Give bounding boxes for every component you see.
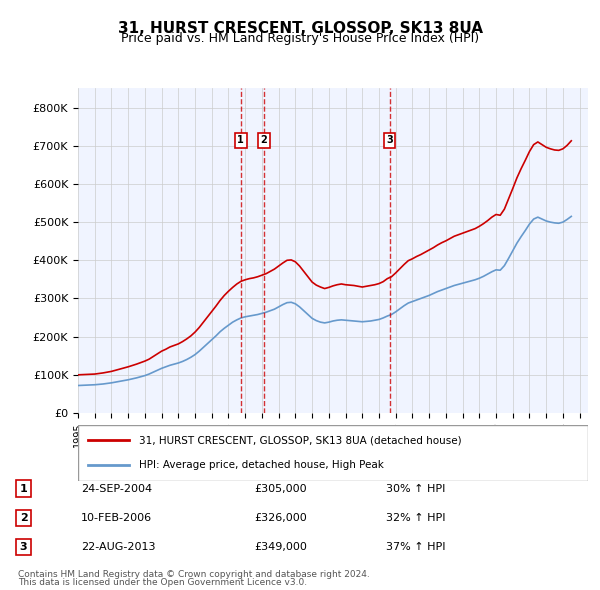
Text: 3: 3 [386,136,393,145]
Text: 37% ↑ HPI: 37% ↑ HPI [386,542,446,552]
Text: £326,000: £326,000 [254,513,307,523]
Text: 31, HURST CRESCENT, GLOSSOP, SK13 8UA: 31, HURST CRESCENT, GLOSSOP, SK13 8UA [118,21,482,35]
FancyBboxPatch shape [78,425,588,481]
Text: 32% ↑ HPI: 32% ↑ HPI [386,513,446,523]
Text: This data is licensed under the Open Government Licence v3.0.: This data is licensed under the Open Gov… [18,578,307,587]
Text: Contains HM Land Registry data © Crown copyright and database right 2024.: Contains HM Land Registry data © Crown c… [18,571,370,579]
Text: 22-AUG-2013: 22-AUG-2013 [81,542,155,552]
Text: 24-SEP-2004: 24-SEP-2004 [81,484,152,494]
Text: Price paid vs. HM Land Registry's House Price Index (HPI): Price paid vs. HM Land Registry's House … [121,32,479,45]
Text: 1: 1 [20,484,28,494]
Text: 30% ↑ HPI: 30% ↑ HPI [386,484,446,494]
Text: 3: 3 [20,542,28,552]
Text: HPI: Average price, detached house, High Peak: HPI: Average price, detached house, High… [139,460,384,470]
Text: 2: 2 [20,513,28,523]
Text: £349,000: £349,000 [254,542,307,552]
Text: 2: 2 [260,136,268,145]
Text: 1: 1 [238,136,244,145]
Text: 31, HURST CRESCENT, GLOSSOP, SK13 8UA (detached house): 31, HURST CRESCENT, GLOSSOP, SK13 8UA (d… [139,435,462,445]
Text: £305,000: £305,000 [254,484,307,494]
Text: 10-FEB-2006: 10-FEB-2006 [81,513,152,523]
